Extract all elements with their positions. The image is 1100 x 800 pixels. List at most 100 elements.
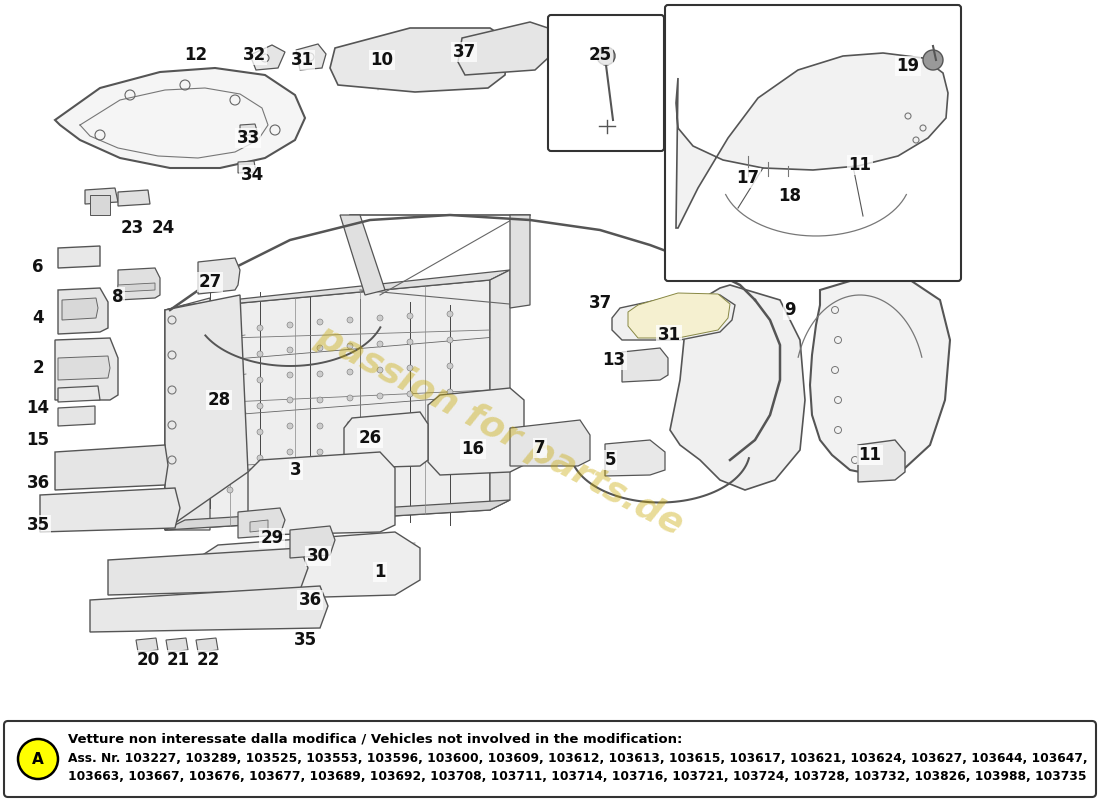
Circle shape [257,429,263,435]
Text: 10: 10 [371,51,394,69]
Circle shape [407,313,412,319]
Text: 28: 28 [208,391,231,409]
Circle shape [407,391,412,397]
Polygon shape [250,520,268,532]
Polygon shape [136,638,158,652]
Circle shape [377,315,383,321]
Circle shape [287,322,293,328]
Polygon shape [670,285,805,490]
FancyBboxPatch shape [4,721,1096,797]
Text: 19: 19 [896,57,920,75]
Polygon shape [621,348,668,382]
Circle shape [447,311,453,317]
Polygon shape [58,386,100,402]
Polygon shape [330,28,508,92]
Text: 37: 37 [452,43,475,61]
Text: 7: 7 [535,439,546,457]
Circle shape [197,357,204,363]
Polygon shape [344,412,428,468]
Text: 11: 11 [848,156,871,174]
Polygon shape [198,532,420,600]
Circle shape [447,415,453,421]
Circle shape [227,407,233,413]
Circle shape [346,369,353,375]
Polygon shape [118,190,150,206]
Circle shape [257,377,263,383]
Polygon shape [248,452,395,535]
Polygon shape [85,188,118,204]
Polygon shape [676,53,948,228]
Text: 25: 25 [588,46,612,64]
Circle shape [346,317,353,323]
Text: 36: 36 [298,591,321,609]
Text: 1: 1 [374,563,386,581]
Polygon shape [290,526,336,558]
Circle shape [227,433,233,439]
Circle shape [346,421,353,427]
Circle shape [257,482,263,488]
Circle shape [377,367,383,373]
Polygon shape [58,246,100,268]
Circle shape [287,449,293,455]
Text: A: A [32,751,44,766]
Circle shape [287,397,293,403]
Text: 11: 11 [858,446,881,464]
Text: 15: 15 [26,431,50,449]
Polygon shape [118,283,155,292]
Circle shape [197,492,204,498]
Circle shape [447,389,453,395]
Text: 103663, 103667, 103676, 103677, 103689, 103692, 103708, 103711, 103714, 103716, : 103663, 103667, 103676, 103677, 103689, … [68,770,1087,783]
Polygon shape [165,500,510,530]
Circle shape [346,395,353,401]
Circle shape [377,419,383,425]
Circle shape [317,423,323,429]
Text: 35: 35 [294,631,317,649]
Text: 14: 14 [26,399,50,417]
Polygon shape [296,44,326,70]
Circle shape [18,739,58,779]
Circle shape [377,393,383,399]
Circle shape [317,397,323,403]
Text: 31: 31 [290,51,314,69]
Polygon shape [628,293,730,338]
Text: 29: 29 [261,529,284,547]
Circle shape [346,343,353,349]
Polygon shape [198,258,240,294]
Circle shape [197,437,204,443]
Polygon shape [166,638,188,652]
Circle shape [447,441,453,447]
Polygon shape [490,270,510,510]
Polygon shape [340,215,385,295]
Circle shape [317,449,323,455]
Polygon shape [858,440,905,482]
Circle shape [447,363,453,369]
Text: 30: 30 [307,547,330,565]
Text: 16: 16 [462,440,484,458]
Circle shape [287,372,293,378]
Polygon shape [58,288,108,334]
Circle shape [257,351,263,357]
Polygon shape [238,508,285,538]
Text: 24: 24 [152,219,175,237]
Text: 37: 37 [588,294,612,312]
Circle shape [407,365,412,371]
Text: 32: 32 [242,46,265,64]
Circle shape [923,50,943,70]
Circle shape [346,447,353,453]
Polygon shape [40,488,180,532]
Text: 33: 33 [236,129,260,147]
Polygon shape [810,275,950,475]
Text: passion for parts.de: passion for parts.de [310,318,690,542]
Polygon shape [90,586,328,632]
Circle shape [227,487,233,493]
Polygon shape [62,298,98,320]
Circle shape [317,345,323,351]
Polygon shape [458,22,548,75]
Circle shape [407,339,412,345]
Polygon shape [118,268,160,300]
Text: 27: 27 [198,273,221,291]
Text: 18: 18 [779,187,802,205]
Circle shape [407,443,412,449]
Circle shape [257,325,263,331]
Text: Ass. Nr. 103227, 103289, 103525, 103553, 103596, 103600, 103609, 103612, 103613,: Ass. Nr. 103227, 103289, 103525, 103553,… [68,753,1088,766]
